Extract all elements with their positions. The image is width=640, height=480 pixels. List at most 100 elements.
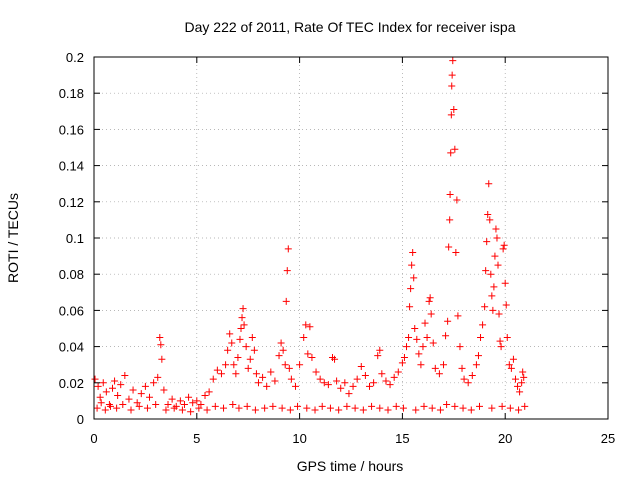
x-tick-label: 20	[498, 431, 512, 446]
data-point	[446, 216, 454, 224]
data-point	[468, 372, 476, 380]
data-point	[459, 404, 467, 412]
data-point	[361, 372, 369, 380]
data-point	[125, 395, 133, 403]
data-point	[384, 406, 392, 414]
data-point	[492, 225, 500, 233]
data-point	[412, 406, 420, 414]
data-point	[284, 245, 292, 253]
data-point	[514, 382, 522, 390]
data-point	[158, 355, 166, 363]
data-point	[493, 234, 501, 242]
data-point	[482, 267, 490, 275]
data-point	[400, 353, 408, 361]
data-point	[479, 321, 487, 329]
data-point	[193, 397, 201, 405]
data-point	[143, 404, 151, 412]
y-tick-label: 0.14	[59, 159, 84, 174]
data-point	[516, 388, 524, 396]
data-point	[232, 370, 240, 378]
data-point	[324, 381, 332, 389]
data-point	[337, 384, 345, 392]
data-point	[220, 404, 228, 412]
data-point	[201, 391, 209, 399]
data-point	[170, 404, 178, 412]
data-point	[520, 373, 528, 381]
data-point	[211, 402, 219, 410]
data-point	[135, 402, 143, 410]
data-point	[300, 334, 308, 342]
data-point	[302, 321, 310, 329]
data-point	[168, 395, 176, 403]
data-point	[294, 402, 302, 410]
data-point	[203, 406, 211, 414]
data-point	[226, 330, 234, 338]
data-points	[91, 57, 529, 416]
data-point	[359, 406, 367, 414]
data-point	[460, 375, 468, 383]
data-point	[129, 386, 137, 394]
data-point	[178, 406, 186, 414]
data-point	[162, 406, 170, 414]
data-point	[96, 393, 104, 401]
x-tick-label: 5	[193, 431, 200, 446]
data-point	[445, 243, 453, 251]
data-point	[237, 325, 245, 332]
data-point	[487, 270, 495, 278]
data-point	[316, 375, 324, 383]
data-point	[357, 363, 365, 371]
data-point	[101, 406, 109, 414]
data-point	[209, 375, 217, 383]
data-point	[519, 368, 527, 376]
data-point	[269, 402, 277, 410]
data-point	[509, 355, 517, 363]
data-point	[119, 401, 127, 409]
data-point	[239, 305, 247, 313]
data-point	[495, 310, 503, 318]
data-point	[238, 314, 246, 322]
data-point	[506, 404, 514, 412]
data-point	[291, 382, 299, 390]
data-point	[326, 404, 334, 412]
data-point	[450, 105, 458, 113]
data-point	[472, 361, 480, 369]
chart-title: Day 222 of 2011, Rate Of TEC Index for r…	[185, 19, 516, 35]
data-point	[419, 343, 427, 351]
data-point	[483, 238, 491, 246]
data-point	[343, 402, 351, 410]
data-point	[349, 382, 357, 390]
y-tick-label: 0.18	[59, 86, 84, 101]
data-point	[398, 359, 406, 367]
data-point	[263, 382, 271, 390]
data-point	[521, 402, 529, 410]
data-point	[154, 373, 162, 381]
data-point	[244, 364, 252, 372]
data-point	[408, 261, 416, 269]
data-point	[442, 332, 450, 340]
data-point	[448, 82, 456, 90]
x-tick-label: 0	[90, 431, 97, 446]
data-point	[376, 404, 384, 412]
data-point	[271, 377, 279, 385]
x-axis-title: GPS time / hours	[297, 458, 404, 474]
y-tick-label: 0.2	[66, 50, 84, 65]
data-point	[440, 361, 448, 369]
data-point	[490, 283, 498, 291]
data-point	[351, 404, 359, 412]
data-point	[376, 346, 384, 354]
data-point	[213, 366, 221, 374]
data-point	[304, 350, 312, 358]
data-point	[407, 285, 415, 293]
data-point	[500, 241, 508, 249]
data-point	[413, 335, 421, 343]
data-point	[406, 303, 414, 311]
data-point	[286, 406, 294, 414]
data-point	[222, 361, 230, 369]
data-point	[141, 382, 149, 390]
data-point	[452, 248, 460, 256]
data-point	[285, 364, 293, 372]
data-point	[378, 370, 386, 378]
data-point	[235, 404, 243, 412]
data-point	[374, 352, 382, 360]
